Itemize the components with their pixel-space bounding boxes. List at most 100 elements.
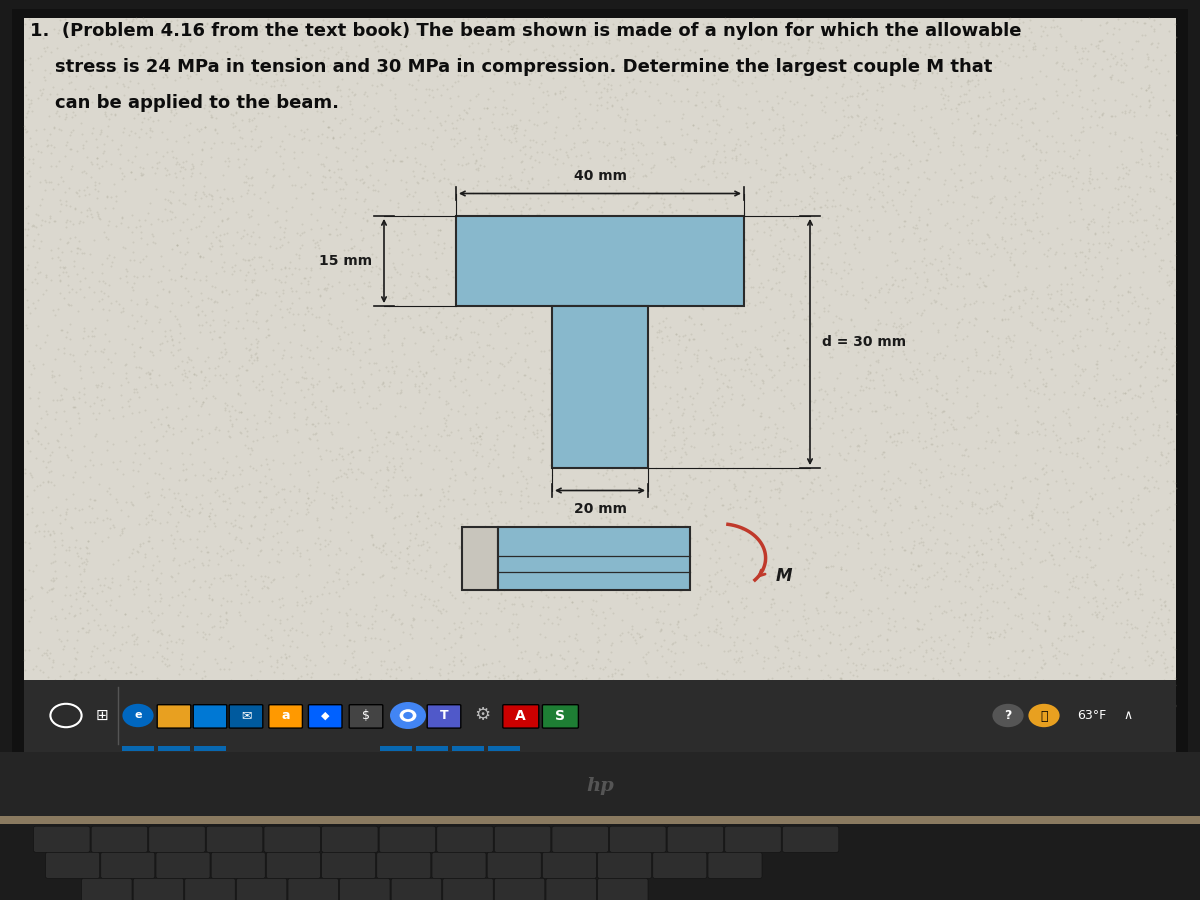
Point: [916, 580, 935, 594]
Point: [509, 686, 528, 700]
Point: [673, 662, 692, 677]
Point: [244, 433, 263, 447]
Point: [421, 732, 440, 746]
Point: [412, 456, 431, 471]
Point: [839, 340, 858, 355]
Point: [164, 274, 184, 288]
Point: [415, 613, 434, 627]
Point: [598, 700, 617, 715]
Point: [408, 48, 427, 62]
Point: [918, 147, 937, 161]
Point: [884, 602, 904, 616]
Point: [530, 608, 550, 622]
Point: [762, 670, 781, 685]
Point: [389, 23, 408, 38]
Point: [1127, 187, 1146, 202]
Point: [263, 572, 282, 587]
Point: [628, 415, 647, 429]
Point: [962, 581, 982, 596]
Point: [61, 428, 80, 442]
Point: [113, 301, 132, 315]
Point: [20, 680, 40, 694]
Point: [101, 259, 120, 274]
Point: [578, 701, 598, 716]
Point: [668, 615, 688, 629]
Point: [71, 214, 90, 229]
Point: [112, 524, 131, 538]
Point: [674, 579, 694, 593]
Point: [1162, 170, 1181, 184]
Point: [66, 201, 85, 215]
Point: [757, 94, 776, 108]
Point: [816, 197, 835, 211]
Point: [1084, 629, 1103, 643]
Point: [598, 254, 617, 268]
Point: [832, 560, 851, 574]
Point: [199, 509, 218, 524]
Point: [535, 18, 554, 32]
Point: [619, 557, 638, 572]
Point: [624, 166, 643, 181]
Point: [970, 506, 989, 520]
Text: ?: ?: [1004, 709, 1012, 722]
Point: [1006, 101, 1025, 115]
Point: [701, 453, 720, 467]
Point: [503, 597, 522, 611]
Point: [695, 691, 714, 706]
Point: [203, 501, 222, 516]
Point: [905, 254, 924, 268]
Point: [691, 159, 710, 174]
Point: [590, 505, 610, 519]
Point: [814, 136, 833, 150]
Point: [1009, 15, 1028, 30]
Point: [284, 447, 304, 462]
Point: [1015, 296, 1034, 310]
Point: [73, 621, 92, 635]
Point: [876, 204, 895, 219]
Point: [767, 380, 786, 394]
Point: [1120, 179, 1139, 194]
Point: [1086, 56, 1105, 70]
Point: [397, 149, 416, 164]
Point: [442, 462, 461, 476]
Point: [326, 140, 346, 155]
Point: [307, 213, 326, 228]
Point: [362, 439, 382, 454]
Point: [919, 37, 938, 51]
Point: [926, 382, 946, 397]
Point: [313, 114, 332, 129]
Point: [338, 88, 358, 103]
Point: [934, 28, 953, 42]
Point: [130, 405, 149, 419]
Point: [841, 402, 860, 417]
Point: [842, 89, 862, 104]
Point: [1067, 633, 1086, 647]
Point: [599, 69, 618, 84]
Point: [472, 28, 491, 42]
Point: [910, 559, 929, 573]
Point: [30, 175, 49, 189]
Point: [970, 687, 989, 701]
Point: [476, 657, 496, 671]
Point: [834, 620, 853, 634]
Point: [202, 254, 221, 268]
Point: [310, 289, 329, 303]
Point: [157, 131, 176, 146]
Point: [910, 536, 929, 550]
Point: [359, 453, 378, 467]
Point: [1002, 107, 1021, 122]
Point: [823, 558, 842, 572]
Point: [1165, 164, 1184, 178]
Point: [233, 679, 252, 693]
Point: [718, 280, 737, 294]
Point: [980, 500, 1000, 515]
Point: [163, 694, 182, 708]
Point: [112, 138, 131, 152]
Point: [755, 446, 774, 461]
Point: [1025, 35, 1044, 50]
Point: [907, 408, 926, 422]
Point: [619, 481, 638, 495]
Point: [646, 696, 665, 710]
Point: [683, 262, 702, 276]
Point: [784, 22, 803, 36]
